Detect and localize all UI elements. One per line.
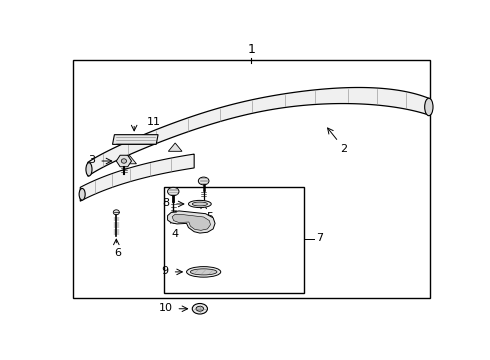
Ellipse shape — [198, 177, 209, 185]
Ellipse shape — [187, 267, 220, 277]
Text: 3: 3 — [88, 155, 96, 165]
Ellipse shape — [192, 303, 207, 314]
Text: 1: 1 — [247, 43, 255, 56]
Text: 4: 4 — [172, 229, 179, 239]
Polygon shape — [113, 135, 158, 144]
Text: 8: 8 — [162, 198, 170, 208]
Ellipse shape — [86, 163, 92, 176]
Ellipse shape — [189, 201, 211, 208]
Polygon shape — [172, 214, 211, 230]
Text: 7: 7 — [316, 233, 323, 243]
Bar — [164, 187, 304, 293]
Ellipse shape — [113, 210, 120, 215]
Ellipse shape — [196, 306, 204, 311]
Ellipse shape — [121, 159, 126, 163]
Polygon shape — [80, 154, 194, 201]
Text: 5: 5 — [206, 212, 213, 222]
Ellipse shape — [168, 187, 179, 195]
Polygon shape — [88, 87, 430, 176]
Polygon shape — [169, 143, 182, 151]
Ellipse shape — [190, 269, 217, 275]
Polygon shape — [116, 155, 131, 167]
Ellipse shape — [79, 188, 85, 200]
Polygon shape — [168, 211, 215, 233]
Bar — [73, 60, 430, 298]
Polygon shape — [123, 156, 136, 164]
Ellipse shape — [192, 202, 207, 206]
Text: 9: 9 — [161, 266, 169, 276]
Ellipse shape — [425, 98, 433, 116]
Text: 10: 10 — [159, 303, 172, 313]
Text: 6: 6 — [115, 248, 122, 258]
Text: 2: 2 — [341, 144, 347, 154]
Text: 11: 11 — [147, 117, 161, 127]
